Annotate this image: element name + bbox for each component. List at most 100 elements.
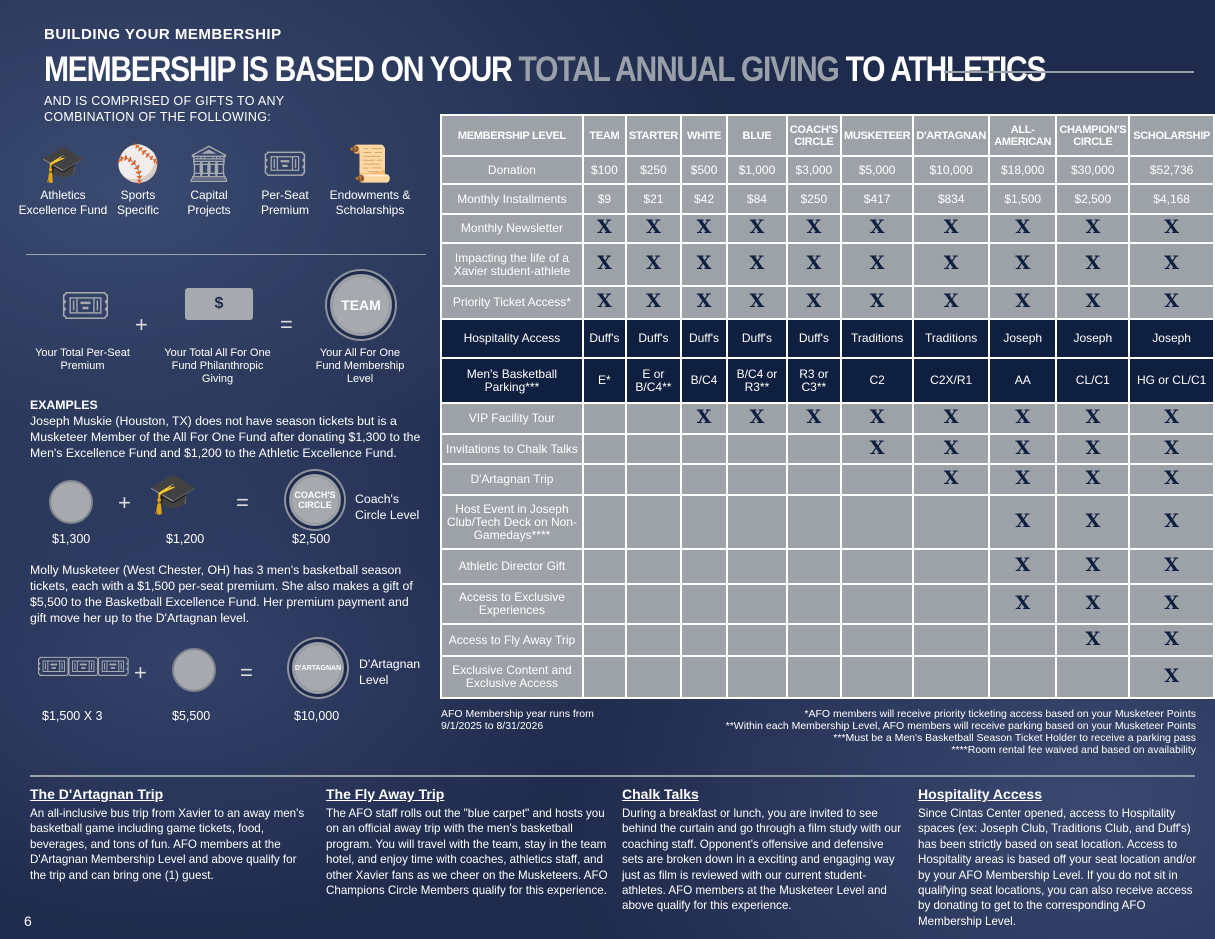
cell-included: X <box>914 244 989 285</box>
cell-included: X <box>1057 585 1129 623</box>
table-row: Access to Fly Away Trip X X <box>442 625 1213 655</box>
fly-away-trip-section: The Fly Away Trip The AFO staff rolls out… <box>326 786 608 898</box>
formula-label: Your Total Per-Seat Premium <box>35 347 130 372</box>
cell-included: X <box>1057 550 1129 583</box>
cell-included: X <box>841 287 913 318</box>
table-cell <box>787 435 840 463</box>
footnote: *AFO members will receive priority ticke… <box>804 708 1196 720</box>
cell-included: X <box>914 404 989 433</box>
cell-included: X <box>1057 465 1129 494</box>
cell-included: X <box>1130 657 1213 697</box>
x-check-icon: X <box>696 252 712 274</box>
row-label: Access to Exclusive Experiences <box>442 585 582 623</box>
cell-included: X <box>990 215 1056 242</box>
table-row: Men's Basketball Parking*** E* E or B/C4**… <box>442 359 1213 402</box>
table-cell <box>583 465 625 494</box>
table-cell: $42 <box>681 185 727 213</box>
x-check-icon: X <box>1085 467 1101 489</box>
cell-included: X <box>990 496 1056 548</box>
example-2-text: Molly Musketeer (West Chester, OH) has 3… <box>30 563 413 625</box>
equals-sign: = <box>240 660 253 685</box>
table-cell: AA <box>990 359 1056 402</box>
basketball-icon <box>49 480 93 524</box>
x-check-icon: X <box>1164 467 1179 489</box>
cell-included: X <box>1130 435 1213 463</box>
table-cell <box>728 625 786 655</box>
table-cell: Duff's <box>583 320 625 357</box>
x-check-icon: X <box>1164 509 1179 532</box>
ticket-icon: 🎟 <box>60 284 111 328</box>
cell-included: X <box>990 244 1056 285</box>
x-check-icon: X <box>1015 436 1031 459</box>
x-check-icon: X <box>749 290 765 312</box>
amount: $2,500 <box>292 532 331 546</box>
table-cell <box>787 465 840 494</box>
table-cell <box>681 435 727 463</box>
row-label: Monthly Installments <box>442 185 582 213</box>
x-check-icon: X <box>1085 216 1101 238</box>
title-highlight: TOTAL ANNUAL GIVING <box>518 50 840 89</box>
gift-type: 📜 Endowments & Scholarships <box>320 140 420 218</box>
table-cell: $250 <box>787 185 840 213</box>
table-cell: $500 <box>681 157 727 183</box>
section-text: An all-inclusive bus trip from Xavier to… <box>30 807 305 882</box>
section-title: The D'Artagnan Trip <box>30 786 164 802</box>
divider <box>26 254 426 255</box>
x-check-icon: X <box>597 252 612 274</box>
x-check-icon: X <box>749 216 765 238</box>
table-cell <box>1057 657 1129 697</box>
table-cell: $21 <box>626 185 680 213</box>
table-cell: $4,168 <box>1130 185 1213 213</box>
table-cell <box>583 625 625 655</box>
cell-included: X <box>841 404 913 433</box>
money-icon: $ <box>185 288 253 320</box>
x-check-icon: X <box>943 252 959 274</box>
table-cell: $3,000 <box>787 157 840 183</box>
table-cell: Duff's <box>787 320 840 357</box>
table-cell <box>626 496 680 548</box>
column-header: BLUE <box>728 116 786 155</box>
table-cell <box>728 496 786 548</box>
table-cell: $834 <box>914 185 989 213</box>
table-cell <box>914 496 989 548</box>
column-header: MUSKETEER <box>841 116 913 155</box>
table-cell <box>914 657 989 697</box>
examples: EXAMPLES Joseph Muskie (Houston, TX) doe… <box>30 397 425 461</box>
table-cell <box>841 585 913 623</box>
table-cell: Joseph <box>1130 320 1213 357</box>
section-title: Chalk Talks <box>622 786 699 802</box>
example-1-text: Joseph Muskie (Houston, TX) does not hav… <box>30 414 421 460</box>
table-cell <box>681 550 727 583</box>
table-cell <box>583 657 625 697</box>
column-header: CHAMPION'S CIRCLE <box>1057 116 1129 155</box>
table-row: Exclusive Content and Exclusive Access X <box>442 657 1213 697</box>
cell-included: X <box>626 244 680 285</box>
table-cell: C2X/R1 <box>914 359 989 402</box>
section-text: Since Cintas Center opened, access to Ho… <box>918 807 1197 928</box>
cell-included: X <box>728 244 786 285</box>
x-check-icon: X <box>869 252 885 274</box>
column-header: D'ARTAGNAN <box>914 116 989 155</box>
table-cell <box>681 625 727 655</box>
cell-included: X <box>626 287 680 318</box>
cell-included: X <box>583 287 625 318</box>
coachs-circle-seal: COACH'S CIRCLE <box>289 474 341 526</box>
row-label: Priority Ticket Access* <box>442 287 582 318</box>
cell-included: X <box>990 404 1056 433</box>
table-cell: $1,000 <box>728 157 786 183</box>
team-seal: TEAM <box>330 274 392 336</box>
x-check-icon: X <box>1085 554 1101 576</box>
cell-included: X <box>1130 404 1213 433</box>
table-cell <box>681 657 727 697</box>
cell-included: X <box>1130 496 1213 548</box>
column-header: WHITE <box>681 116 727 155</box>
table-cell <box>728 435 786 463</box>
x-check-icon: X <box>1015 509 1031 532</box>
x-check-icon: X <box>1085 627 1101 650</box>
gift-type: 🏛 Capital Projects <box>168 140 250 218</box>
x-check-icon: X <box>696 406 712 428</box>
cell-included: X <box>1130 550 1213 583</box>
table-cell: B/C4 or R3** <box>728 359 786 402</box>
table-cell: $30,000 <box>1057 157 1129 183</box>
equals-sign: = <box>236 490 249 515</box>
